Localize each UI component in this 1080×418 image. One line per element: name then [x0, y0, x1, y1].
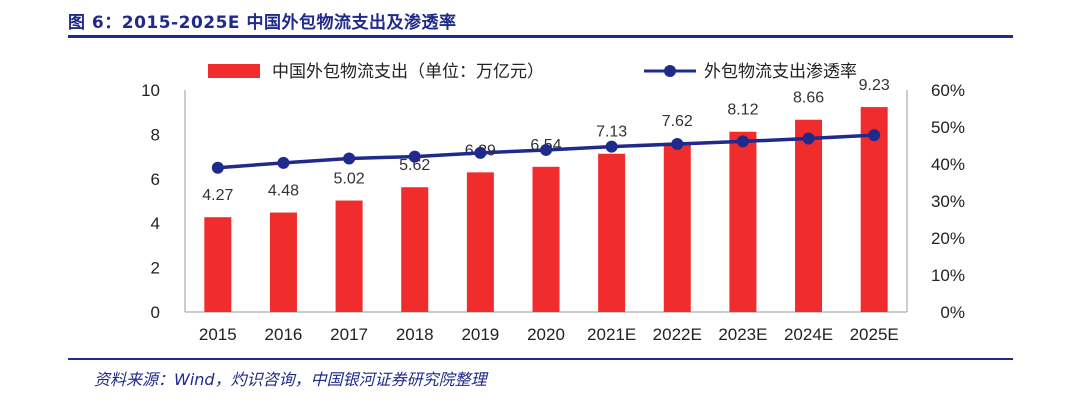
bar-2016	[269, 212, 297, 312]
legend-bar-label: 中国外包物流支出（单位：万亿元）	[272, 62, 544, 82]
y-right-tick-60%: 60%	[931, 81, 965, 100]
y-left-tick-6: 6	[151, 170, 160, 189]
y-right-tick-50%: 50%	[931, 118, 965, 137]
bar-label-2023E: 8.12	[727, 102, 758, 119]
legend: 中国外包物流支出（单位：万亿元） 外包物流支出渗透率	[208, 62, 857, 82]
bar-2024E	[795, 119, 823, 312]
line-point-2019	[474, 146, 487, 159]
y-left-tick-4: 4	[151, 214, 160, 233]
x-tick-2023E: 2023E	[718, 325, 767, 344]
source-rule	[68, 358, 1013, 360]
bar-2023E	[729, 131, 757, 312]
right-y-axis-ticks: 0% 10% 20% 30% 40% 50% 60%	[931, 81, 965, 322]
line-point-2016	[277, 156, 290, 169]
bar-2020	[532, 166, 560, 312]
bar-label-2017: 5.02	[334, 171, 365, 188]
x-tick-2020: 2020	[527, 325, 565, 344]
bar-label-2022E: 7.62	[662, 113, 693, 130]
bar-2017	[335, 200, 363, 312]
bar-label-2015: 4.27	[202, 187, 233, 204]
legend-bar-swatch	[208, 64, 260, 78]
bar-label-2025E: 9.23	[859, 77, 890, 94]
bar-label-2016: 4.48	[268, 183, 299, 200]
y-right-tick-20%: 20%	[931, 229, 965, 248]
y-right-tick-10%: 10%	[931, 266, 965, 285]
left-y-axis-ticks: 0 2 4 6 8 10	[141, 81, 160, 322]
x-tick-2019: 2019	[461, 325, 499, 344]
bar-2015	[204, 217, 232, 312]
y-left-tick-0: 0	[151, 303, 160, 322]
line-point-2025E	[868, 129, 881, 142]
line-point-2021E	[605, 140, 618, 153]
line-point-2024E	[802, 132, 815, 145]
chart: 中国外包物流支出（单位：万亿元） 外包物流支出渗透率 4.27 4.48 5.02 5…	[141, 62, 965, 344]
title-rule	[68, 35, 1013, 38]
bar-2021E	[598, 153, 626, 312]
y-left-tick-8: 8	[151, 125, 160, 144]
legend-line-label: 外包物流支出渗透率	[704, 62, 857, 82]
legend-line-marker	[664, 65, 676, 77]
bar-label-2024E: 8.66	[793, 90, 824, 107]
bar-2019	[466, 172, 494, 312]
line-point-2022E	[671, 138, 684, 151]
x-tick-2025E: 2025E	[850, 325, 899, 344]
y-left-tick-2: 2	[151, 259, 160, 278]
x-tick-2015: 2015	[199, 325, 237, 344]
bar-label-2018: 5.62	[399, 157, 430, 174]
bar-2025E	[860, 107, 888, 313]
bar-series	[204, 107, 888, 313]
source-note: 资料来源：Wind，灼识咨询，中国银河证券研究院整理	[94, 370, 487, 389]
x-tick-2024E: 2024E	[784, 325, 833, 344]
line-point-2015	[211, 161, 224, 174]
x-tick-2017: 2017	[330, 325, 368, 344]
x-tick-2021E: 2021E	[587, 325, 636, 344]
line-point-2023E	[736, 135, 749, 148]
line-series	[211, 129, 881, 174]
figure-title: 图 6：2015-2025E 中国外包物流支出及渗透率	[68, 13, 457, 33]
y-right-tick-40%: 40%	[931, 155, 965, 174]
x-tick-2016: 2016	[265, 325, 303, 344]
line-point-2020	[540, 143, 552, 156]
line-point-2017	[343, 152, 356, 165]
x-tick-2018: 2018	[396, 325, 434, 344]
bar-2022E	[663, 142, 691, 312]
x-axis-ticks: 2015 2016 2017 2018 2019 2020 2021E 2022E 2023E 2…	[199, 325, 899, 344]
bar-2018	[401, 187, 429, 312]
line-point-2018	[408, 150, 421, 163]
y-right-tick-30%: 30%	[931, 192, 965, 211]
x-tick-2022E: 2022E	[653, 325, 702, 344]
y-right-tick-0%: 0%	[940, 303, 965, 322]
bar-label-2021E: 7.13	[596, 124, 627, 141]
y-left-tick-10: 10	[141, 81, 160, 100]
